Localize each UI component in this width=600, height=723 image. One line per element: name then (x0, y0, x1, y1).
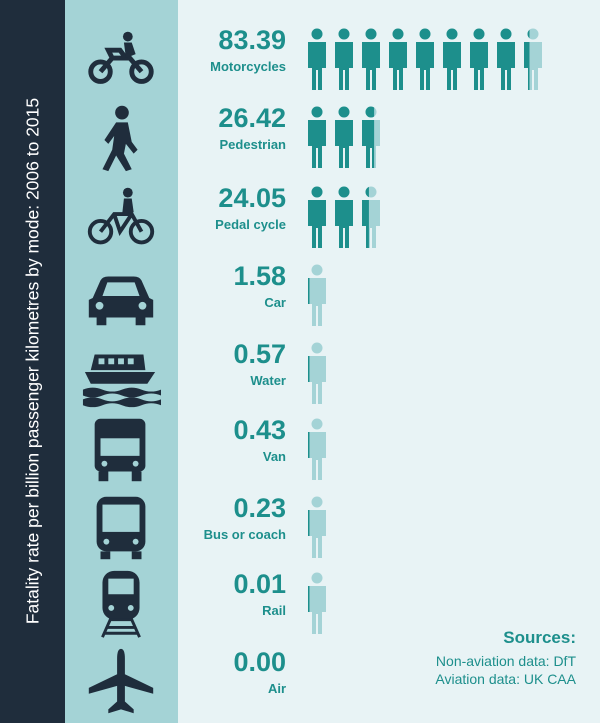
chart-row: 83.39 Motorcycles (0, 22, 600, 98)
category-label: Air (267, 681, 286, 696)
person-mark (362, 186, 380, 248)
chart-row: 0.01 Rail (0, 566, 600, 642)
person-mark (308, 106, 326, 168)
person-mark (308, 572, 326, 634)
pictogram (306, 180, 596, 256)
pictogram (306, 566, 596, 642)
pictogram-svg (308, 572, 326, 634)
source-line: Aviation data: UK CAA (435, 671, 576, 687)
category-label: Rail (262, 603, 286, 618)
data-label: 24.05 (218, 183, 286, 213)
data-label: 0.43 (233, 415, 286, 445)
person-mark (524, 28, 542, 90)
person-mark (308, 418, 326, 480)
pictogram (306, 336, 596, 412)
person-mark (497, 28, 515, 90)
pedestrian-icon (65, 100, 178, 176)
pictogram (306, 100, 596, 176)
pictogram-svg (308, 106, 380, 168)
sidebar: Fatality rate per billion passenger kilo… (0, 0, 65, 723)
van-icon (65, 412, 178, 488)
person-mark (308, 28, 326, 90)
data-label: 1.58 (233, 261, 286, 291)
pictogram-svg (308, 186, 380, 248)
category-label: Water (250, 373, 286, 388)
data-label: 0.23 (233, 493, 286, 523)
person-mark (416, 28, 434, 90)
chart-row: 0.43 Van (0, 412, 600, 488)
person-mark (389, 28, 407, 90)
person-mark (470, 28, 488, 90)
pictogram-svg (308, 342, 326, 404)
person-mark (308, 342, 326, 404)
pictogram (306, 412, 596, 488)
chart-row: 0.00 Air (0, 644, 600, 720)
category-label: Bus or coach (203, 527, 286, 542)
person-mark (362, 28, 380, 90)
pictogram (306, 490, 596, 566)
sources-heading: Sources: (503, 628, 576, 647)
person-mark (308, 264, 326, 326)
category-label: Motorcycles (210, 59, 286, 74)
source-line: Non-aviation data: DfT (435, 653, 576, 669)
boat-icon (65, 336, 178, 412)
plane-icon (65, 644, 178, 720)
motorcycle-icon (65, 22, 178, 98)
person-mark (308, 186, 326, 248)
data-label: 26.42 (218, 103, 286, 133)
bicycle-icon (65, 180, 178, 256)
pictogram-svg (308, 264, 326, 326)
data-label: 83.39 (218, 25, 286, 55)
category-label: Car (264, 295, 286, 310)
car-icon (65, 258, 178, 334)
bus-icon (65, 490, 178, 566)
pictogram-svg (308, 496, 326, 558)
person-mark (443, 28, 461, 90)
data-label: 0.57 (233, 339, 286, 369)
category-label: Van (262, 449, 286, 464)
person-mark (335, 28, 353, 90)
pictogram (306, 258, 596, 334)
person-mark (335, 186, 353, 248)
chart-row: 0.57 Water (0, 336, 600, 412)
train-icon (65, 566, 178, 642)
chart-row: 0.23 Bus or coach (0, 490, 600, 566)
chart-row: 24.05 Pedal cycle (0, 180, 600, 256)
sources: Sources: Non-aviation data: DfT Aviation… (435, 628, 576, 688)
chart-row: 1.58 Car (0, 258, 600, 334)
data-label: 0.00 (233, 647, 286, 677)
person-mark (362, 106, 380, 168)
person-mark (308, 496, 326, 558)
category-label: Pedal cycle (215, 217, 286, 232)
pictogram (306, 22, 596, 98)
data-label: 0.01 (233, 569, 286, 599)
category-label: Pedestrian (219, 137, 286, 152)
person-mark (335, 106, 353, 168)
chart-panel (178, 0, 600, 723)
pictogram-svg (308, 28, 542, 90)
chart-row: 26.42 Pedestrian (0, 100, 600, 176)
pictogram-svg (308, 418, 326, 480)
